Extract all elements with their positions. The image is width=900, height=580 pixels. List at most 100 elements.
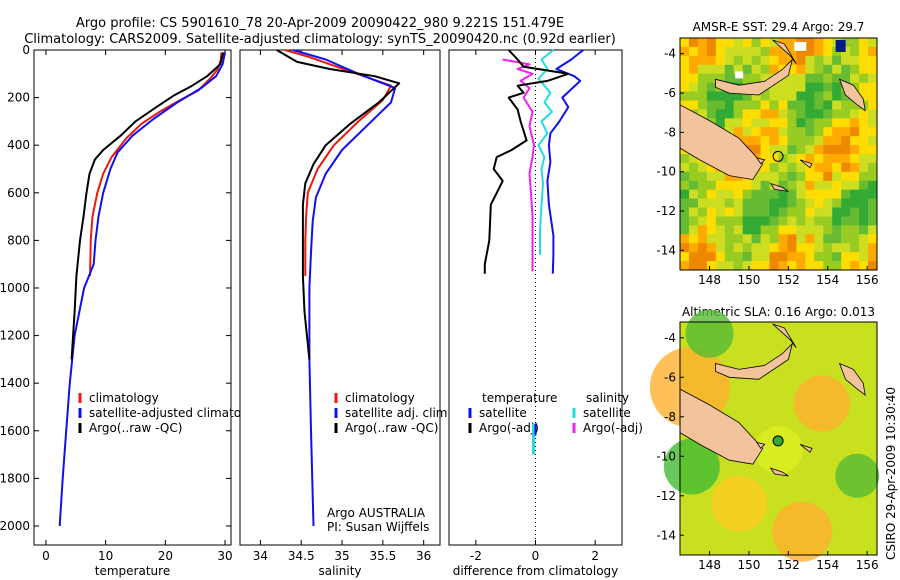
- sst-cell: [760, 225, 771, 235]
- sst-cell: [841, 127, 851, 137]
- sst-cell: [823, 198, 833, 208]
- sst-cell: [769, 127, 779, 137]
- sst-cell: [751, 136, 762, 146]
- land-polygon: [715, 58, 794, 96]
- x-tick-label: 148: [698, 558, 721, 572]
- sst-cell: [868, 145, 878, 155]
- sst-cell: [769, 261, 779, 271]
- series-line-diff: [483, 49, 570, 274]
- map-frame: [679, 321, 878, 556]
- sst-cell: [715, 189, 726, 200]
- sst-cell: [841, 162, 851, 173]
- sst-cell: [742, 198, 753, 208]
- sst-cell: [778, 252, 788, 262]
- sst-cell: [760, 243, 771, 253]
- sst-cell: [760, 109, 771, 119]
- sst-cell: [778, 55, 788, 66]
- sst-cell: [742, 38, 753, 48]
- sst-cell: [787, 127, 797, 137]
- sst-cell: [859, 64, 869, 75]
- y-tick-label: -8: [664, 125, 676, 139]
- map-field: [680, 38, 878, 271]
- sst-map-panel: AMSR-E SST: 29.4 Argo: 29.7 148 150 152 154 1…: [656, 20, 878, 287]
- sst-cell: [850, 73, 860, 84]
- sst-cell: [751, 225, 762, 235]
- land-polygon: [769, 467, 789, 477]
- sst-cell: [850, 252, 860, 262]
- sst-cell: [680, 243, 690, 253]
- sst-cell: [778, 82, 788, 92]
- sst-cell: [805, 136, 815, 146]
- argo-position-marker: [772, 150, 784, 162]
- plot-frame: [239, 49, 441, 546]
- sst-cell: [859, 216, 869, 226]
- series-line-profile: [89, 52, 223, 277]
- sst-cell: [689, 234, 699, 244]
- sst-cell: [859, 243, 869, 253]
- sst-cell: [787, 162, 797, 173]
- x-tick-label: -2: [470, 549, 482, 563]
- sst-cell: [733, 252, 744, 262]
- sst-cell: [832, 82, 842, 92]
- legend-label: satellite adj. clim.: [345, 406, 451, 420]
- y-tick-label: -6: [664, 370, 676, 384]
- sst-cell: [805, 73, 815, 84]
- sst-cell: [778, 216, 788, 226]
- sst-cell: [787, 109, 797, 119]
- sst-cell: [733, 127, 744, 137]
- sst-cell: [706, 216, 717, 226]
- sst-cell: [805, 234, 815, 244]
- sst-cell: [760, 261, 771, 271]
- sst-cell: [706, 162, 717, 173]
- sst-cell: [859, 180, 869, 191]
- sst-cell: [868, 207, 878, 217]
- sst-cell: [796, 189, 806, 200]
- sst-cell: [850, 189, 860, 200]
- y-tick-label: 1200: [0, 329, 30, 343]
- sst-cell: [868, 109, 878, 119]
- sst-cell: [868, 198, 878, 208]
- sst-cell: [680, 100, 690, 110]
- sst-cell: [733, 91, 744, 101]
- sst-cell: [689, 55, 699, 66]
- sst-cell: [697, 198, 708, 208]
- sst-cell: [742, 180, 753, 191]
- sst-cell: [850, 207, 860, 217]
- sst-cell: [769, 100, 779, 110]
- sst-cell: [796, 252, 806, 262]
- sst-cell: [742, 118, 753, 128]
- sst-cell: [706, 198, 717, 208]
- sst-cell: [715, 225, 726, 235]
- sst-cell: [796, 127, 806, 137]
- sst-cell: [742, 100, 753, 110]
- sst-cell: [841, 145, 851, 155]
- sst-cell: [689, 189, 699, 200]
- sst-cell: [850, 64, 860, 75]
- sst-cell: [715, 216, 726, 226]
- sst-cell: [823, 55, 833, 66]
- sst-cell: [850, 162, 860, 173]
- sst-cell: [680, 225, 690, 235]
- sst-cell: [689, 216, 699, 226]
- sst-cell: [832, 252, 842, 262]
- sst-cell: [823, 46, 833, 57]
- sst-cell: [823, 180, 833, 191]
- sst-cell: [805, 225, 815, 235]
- sst-cell: [841, 55, 851, 66]
- sst-cell: [751, 46, 762, 57]
- sst-cell: [751, 73, 762, 84]
- sst-cell: [769, 207, 779, 217]
- sst-cell: [832, 261, 842, 271]
- sst-cell: [832, 55, 842, 66]
- sst-cell: [706, 73, 717, 84]
- sst-cell: [724, 73, 735, 84]
- sst-cell: [715, 91, 726, 101]
- sst-cell: [814, 162, 824, 173]
- sst-cell: [680, 46, 690, 57]
- series-line-diff: [537, 49, 555, 255]
- sst-cell: [697, 171, 708, 182]
- sst-cell: [769, 109, 779, 119]
- sst-cell: [850, 171, 860, 182]
- sst-cell: [733, 38, 744, 48]
